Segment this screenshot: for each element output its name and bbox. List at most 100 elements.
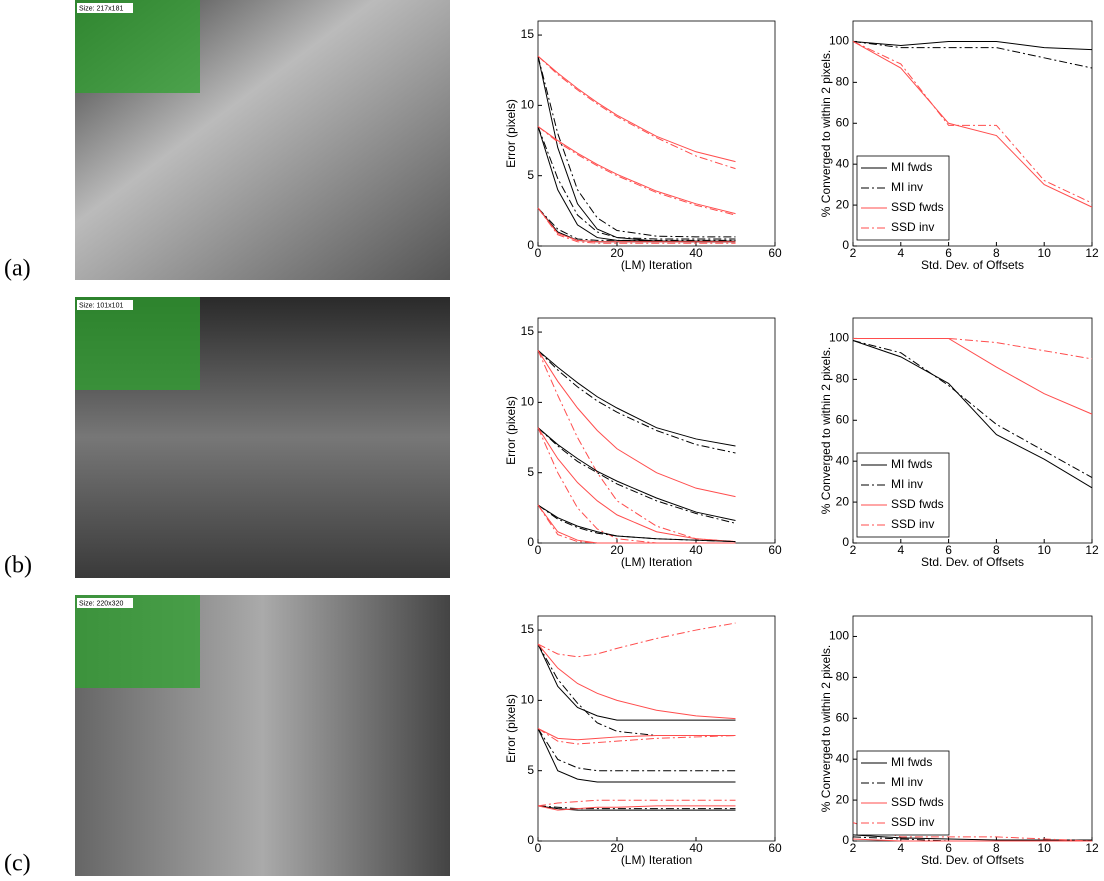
y-tick-label: 100 bbox=[829, 34, 849, 48]
series-line bbox=[853, 41, 1092, 68]
y-tick-label: 0 bbox=[842, 833, 849, 847]
x-tick-label: 4 bbox=[897, 841, 904, 855]
legend-label: SSD inv bbox=[891, 220, 934, 234]
y-tick-label: 20 bbox=[836, 197, 850, 211]
inset-caption: Size: 217x181 bbox=[79, 5, 123, 12]
y-tick-label: 40 bbox=[836, 156, 850, 170]
legend-label: MI fwds bbox=[891, 160, 932, 174]
y-axis-label: % Converged to within 2 pixels. bbox=[819, 347, 833, 514]
x-tick-label: 10 bbox=[1038, 841, 1052, 855]
x-tick-label: 2 bbox=[850, 543, 857, 557]
y-tick-label: 100 bbox=[829, 629, 849, 643]
series-line bbox=[538, 428, 736, 524]
plot-frame bbox=[538, 21, 775, 246]
x-tick-label: 60 bbox=[768, 841, 782, 855]
x-axis-label: (LM) Iteration bbox=[621, 555, 692, 569]
y-tick-label: 80 bbox=[836, 372, 850, 386]
inset bbox=[75, 595, 200, 688]
legend-label: SSD inv bbox=[891, 815, 934, 829]
x-tick-label: 0 bbox=[535, 543, 542, 557]
series-line bbox=[538, 800, 736, 806]
inset bbox=[75, 297, 200, 390]
series-line bbox=[538, 56, 736, 242]
x-tick-label: 4 bbox=[897, 246, 904, 260]
series-line bbox=[538, 623, 736, 657]
panel-label: (a) bbox=[4, 256, 31, 282]
series-line bbox=[538, 428, 736, 542]
x-tick-label: 60 bbox=[768, 543, 782, 557]
x-tick-label: 4 bbox=[897, 543, 904, 557]
x-axis-label: Std. Dev. of Offsets bbox=[921, 258, 1024, 272]
y-tick-label: 5 bbox=[527, 168, 534, 182]
series-line bbox=[538, 56, 736, 169]
series-line bbox=[538, 644, 736, 735]
series-line bbox=[538, 729, 736, 740]
y-tick-label: 20 bbox=[836, 792, 850, 806]
legend-label: MI inv bbox=[891, 477, 923, 491]
x-tick-label: 0 bbox=[535, 246, 542, 260]
legend-label: MI inv bbox=[891, 180, 923, 194]
legend-label: SSD fwds bbox=[891, 497, 944, 511]
x-tick-label: 10 bbox=[1038, 246, 1052, 260]
y-tick-label: 40 bbox=[836, 751, 850, 765]
x-axis-label: Std. Dev. of Offsets bbox=[921, 853, 1024, 867]
y-tick-label: 20 bbox=[836, 494, 850, 508]
y-tick-label: 10 bbox=[521, 693, 535, 707]
x-tick-label: 0 bbox=[535, 841, 542, 855]
y-axis-label: Error (pixels) bbox=[504, 99, 518, 168]
series-line bbox=[538, 350, 736, 541]
series-line bbox=[538, 208, 736, 240]
y-tick-label: 80 bbox=[836, 75, 850, 89]
legend-label: SSD fwds bbox=[891, 200, 944, 214]
inset bbox=[75, 0, 200, 93]
y-tick-label: 10 bbox=[521, 395, 535, 409]
x-tick-label: 60 bbox=[768, 246, 782, 260]
x-tick-label: 12 bbox=[1085, 841, 1099, 855]
series-line bbox=[853, 338, 1092, 358]
x-axis-label: (LM) Iteration bbox=[621, 258, 692, 272]
y-tick-label: 60 bbox=[836, 710, 850, 724]
y-tick-label: 0 bbox=[527, 238, 534, 252]
y-tick-label: 5 bbox=[527, 465, 534, 479]
y-tick-label: 0 bbox=[527, 833, 534, 847]
y-axis-label: % Converged to within 2 pixels. bbox=[819, 50, 833, 217]
y-tick-label: 60 bbox=[836, 115, 850, 129]
y-tick-label: 15 bbox=[521, 324, 535, 338]
x-tick-label: 2 bbox=[850, 246, 857, 260]
y-tick-label: 40 bbox=[836, 453, 850, 467]
series-line bbox=[538, 350, 736, 446]
series-line bbox=[538, 428, 736, 521]
y-tick-label: 80 bbox=[836, 670, 850, 684]
figure: Size: 217x181(a)Size: 101x101(b)Size: 22… bbox=[0, 0, 1104, 881]
legend-label: SSD inv bbox=[891, 517, 934, 531]
series-line bbox=[853, 41, 1092, 49]
legend-label: SSD fwds bbox=[891, 795, 944, 809]
y-tick-label: 15 bbox=[521, 27, 535, 41]
panel-label: (c) bbox=[4, 851, 31, 877]
x-axis-label: (LM) Iteration bbox=[621, 853, 692, 867]
series-line bbox=[538, 428, 736, 543]
y-tick-label: 0 bbox=[527, 535, 534, 549]
legend-label: MI inv bbox=[891, 775, 923, 789]
y-tick-label: 5 bbox=[527, 763, 534, 777]
y-axis-label: % Converged to within 2 pixels. bbox=[819, 645, 833, 812]
x-tick-label: 10 bbox=[1038, 543, 1052, 557]
x-tick-label: 12 bbox=[1085, 543, 1099, 557]
series-line bbox=[853, 835, 1092, 840]
series-line bbox=[538, 56, 736, 161]
plot-frame bbox=[538, 616, 775, 841]
legend-label: MI fwds bbox=[891, 755, 932, 769]
inset-caption: Size: 101x101 bbox=[79, 302, 123, 309]
series-line bbox=[538, 126, 736, 213]
panel-label: (b) bbox=[4, 553, 32, 579]
series-line bbox=[538, 729, 736, 771]
series-line bbox=[538, 806, 736, 810]
y-axis-label: Error (pixels) bbox=[504, 396, 518, 465]
series-line bbox=[538, 126, 736, 215]
x-tick-label: 2 bbox=[850, 841, 857, 855]
series-line bbox=[538, 350, 736, 453]
y-axis-label: Error (pixels) bbox=[504, 694, 518, 763]
x-tick-label: 12 bbox=[1085, 246, 1099, 260]
y-tick-label: 100 bbox=[829, 331, 849, 345]
legend-label: MI fwds bbox=[891, 457, 932, 471]
